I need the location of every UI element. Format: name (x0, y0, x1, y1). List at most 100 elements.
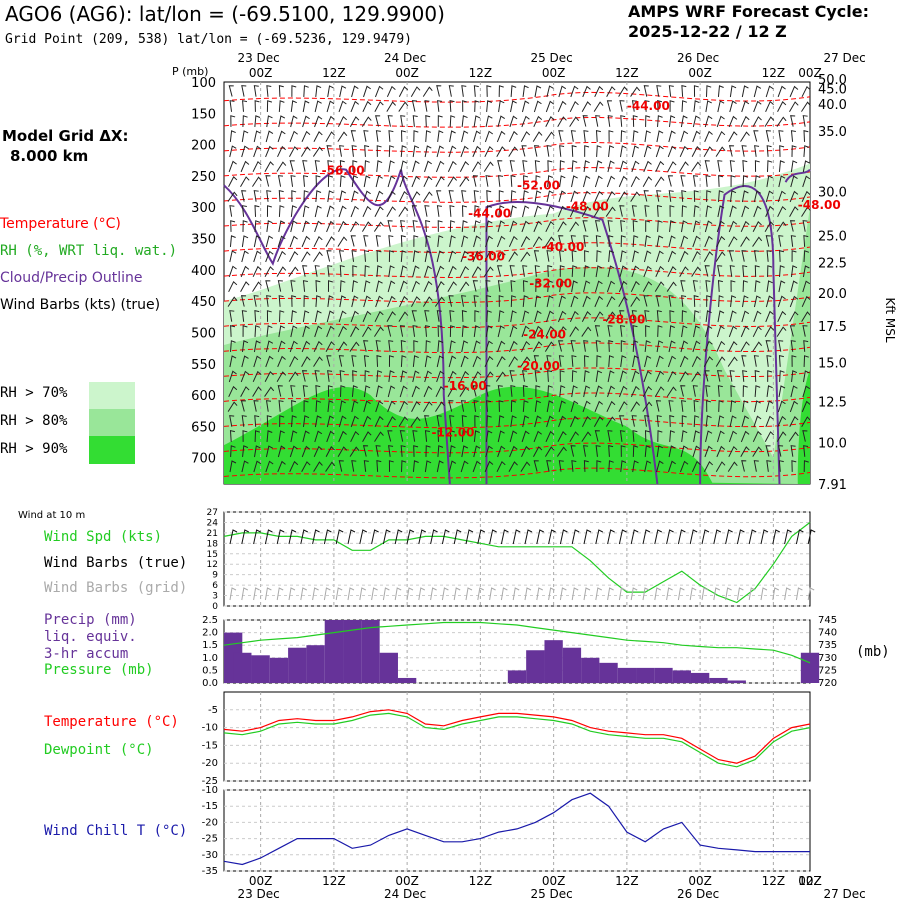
windchill-ytick--20: -20 (202, 817, 218, 828)
barb-22-41 (729, 415, 737, 428)
barb-9-44 (764, 221, 775, 232)
barb-17-9 (337, 341, 348, 352)
barb-18-14 (400, 355, 407, 367)
barb-15-44 (765, 310, 774, 323)
barb-5-16 (424, 160, 432, 173)
barb-19-2 (252, 370, 262, 383)
barb-17-35 (656, 340, 664, 353)
wind10m-true-barb-22 (489, 529, 497, 545)
barb-8-15 (411, 205, 417, 217)
barb-13-12 (375, 280, 383, 293)
barb-18-33 (632, 355, 639, 368)
barb-3-9 (337, 131, 348, 142)
barb-3-0 (229, 130, 236, 143)
barb-7-37 (681, 190, 687, 202)
barb-1-40 (717, 100, 725, 113)
barb-14-32 (618, 296, 628, 307)
barb-9-41 (728, 220, 738, 233)
kft-tick-12: 7.91 (818, 478, 847, 493)
barb-1-20 (474, 100, 480, 112)
barb-4-14 (400, 145, 407, 158)
barb-19-1 (240, 370, 250, 383)
barb-20-21 (485, 385, 491, 397)
barb-9-26 (545, 220, 555, 233)
barb-13-9 (339, 280, 346, 292)
precip-ytick-1.5: 1.5 (202, 640, 218, 651)
precip-ytick-1.0: 1.0 (202, 653, 218, 664)
legend-rh80: RH > 80% (0, 413, 68, 429)
barb-10-5 (289, 235, 298, 248)
barb-1-43 (753, 100, 762, 113)
barb-0-16 (422, 86, 433, 97)
barb-21-13 (387, 400, 396, 413)
barb-9-5 (290, 220, 298, 233)
precip-bar-5 (306, 645, 325, 683)
barb-4-16 (424, 145, 432, 158)
barb-2-1 (242, 115, 248, 127)
barb-10-4 (277, 235, 286, 248)
wind10m-grid-barb-36 (654, 587, 662, 601)
barb-16-14 (399, 325, 406, 337)
barb-11-4 (277, 250, 286, 263)
barb-0-24 (522, 85, 529, 98)
barb-18-36 (667, 355, 677, 368)
barb-25-43 (753, 460, 759, 472)
kft-tick-9: 15.0 (818, 357, 847, 372)
barb-2-17 (437, 115, 443, 127)
barb-25-9 (338, 460, 344, 472)
barb-15-35 (656, 310, 662, 322)
barb-2-22 (497, 115, 505, 128)
barb-0-11 (363, 85, 371, 98)
barb-13-4 (277, 280, 283, 292)
wind10m-grid-barb-20 (465, 587, 473, 601)
barb-24-6 (301, 445, 311, 458)
barb-6-30 (594, 175, 603, 188)
barb-9-4 (278, 220, 286, 233)
barb-17-5 (289, 340, 298, 353)
barb-14-17 (434, 296, 445, 307)
barb-7-15 (410, 191, 421, 202)
barb-18-31 (608, 355, 614, 368)
barb-15-25 (534, 310, 542, 323)
wind10m-grid-barb-0 (229, 587, 237, 601)
barb-2-5 (290, 115, 298, 128)
barb-15-16 (424, 310, 430, 322)
barb-1-12 (374, 101, 384, 112)
barb-3-45 (778, 130, 784, 142)
barb-13-38 (692, 280, 698, 292)
barb-11-5 (289, 251, 299, 263)
barb-13-26 (547, 280, 553, 293)
barb-20-12 (375, 385, 383, 398)
barb-25-24 (520, 461, 531, 472)
barb-15-11 (362, 310, 372, 323)
barb-7-17 (436, 190, 442, 202)
barb-25-22 (496, 460, 506, 473)
barb-13-0 (228, 280, 238, 293)
barb-0-43 (753, 85, 762, 98)
barb-20-45 (778, 385, 786, 398)
barb-4-30 (596, 145, 602, 157)
temp-label-9: -28.00 (602, 313, 645, 327)
barb-1-26 (545, 100, 555, 113)
p-tick-400: 400 (191, 264, 216, 279)
wind10m-true-barb-19 (453, 529, 462, 545)
barb-2-18 (449, 115, 456, 127)
barb-9-37 (680, 220, 688, 233)
barb-1-28 (569, 100, 579, 113)
barb-22-32 (619, 415, 625, 427)
barb-23-18 (449, 430, 455, 442)
barb-9-14 (400, 220, 406, 232)
barb-15-29 (581, 311, 592, 323)
barb-23-3 (266, 430, 273, 443)
barb-6-7 (315, 175, 321, 187)
barb-8-5 (290, 205, 297, 218)
barb-19-33 (631, 370, 640, 383)
barb-25-44 (766, 460, 772, 472)
barb-10-11 (363, 235, 369, 247)
barb-21-47 (801, 400, 811, 413)
barb-16-46 (789, 325, 795, 337)
barb-3-38 (692, 130, 701, 143)
barb-20-18 (447, 386, 457, 397)
barb-2-3 (266, 115, 273, 128)
barb-24-12 (375, 445, 381, 457)
